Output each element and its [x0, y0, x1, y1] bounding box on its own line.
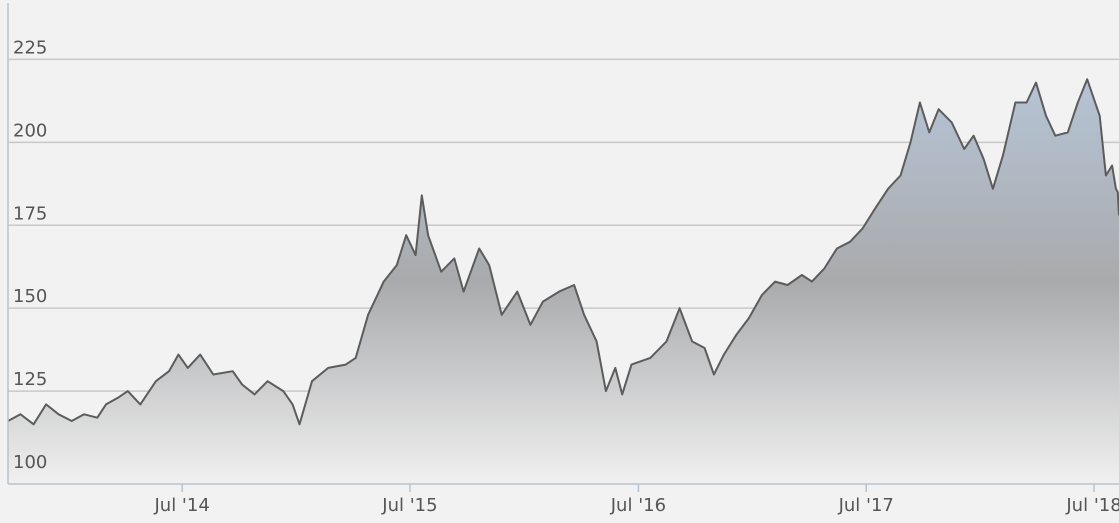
x-tick-labels: Jul '14 Jul '15 Jul '16 Jul '17 Jul '18: [153, 484, 1119, 516]
series-area: [8, 79, 1119, 485]
x-tick-label: Jul '16: [610, 495, 666, 516]
y-tick-label: 175: [13, 203, 47, 224]
y-tick-labels: 100 125 150 175 200 225: [13, 37, 47, 473]
y-tick-label: 100: [13, 452, 47, 473]
axes: [7, 3, 1119, 485]
y-tick-label: 200: [13, 120, 47, 141]
x-tick-label: Jul '18: [1065, 495, 1119, 516]
y-tick-label: 125: [13, 369, 47, 390]
x-tick-label: Jul '17: [838, 495, 894, 516]
y-tick-label: 225: [13, 37, 47, 58]
x-tick-label: Jul '15: [381, 495, 437, 516]
series-line: [7, 78, 1119, 426]
y-tick-label: 150: [13, 286, 47, 307]
x-tick-label: Jul '14: [153, 495, 209, 516]
